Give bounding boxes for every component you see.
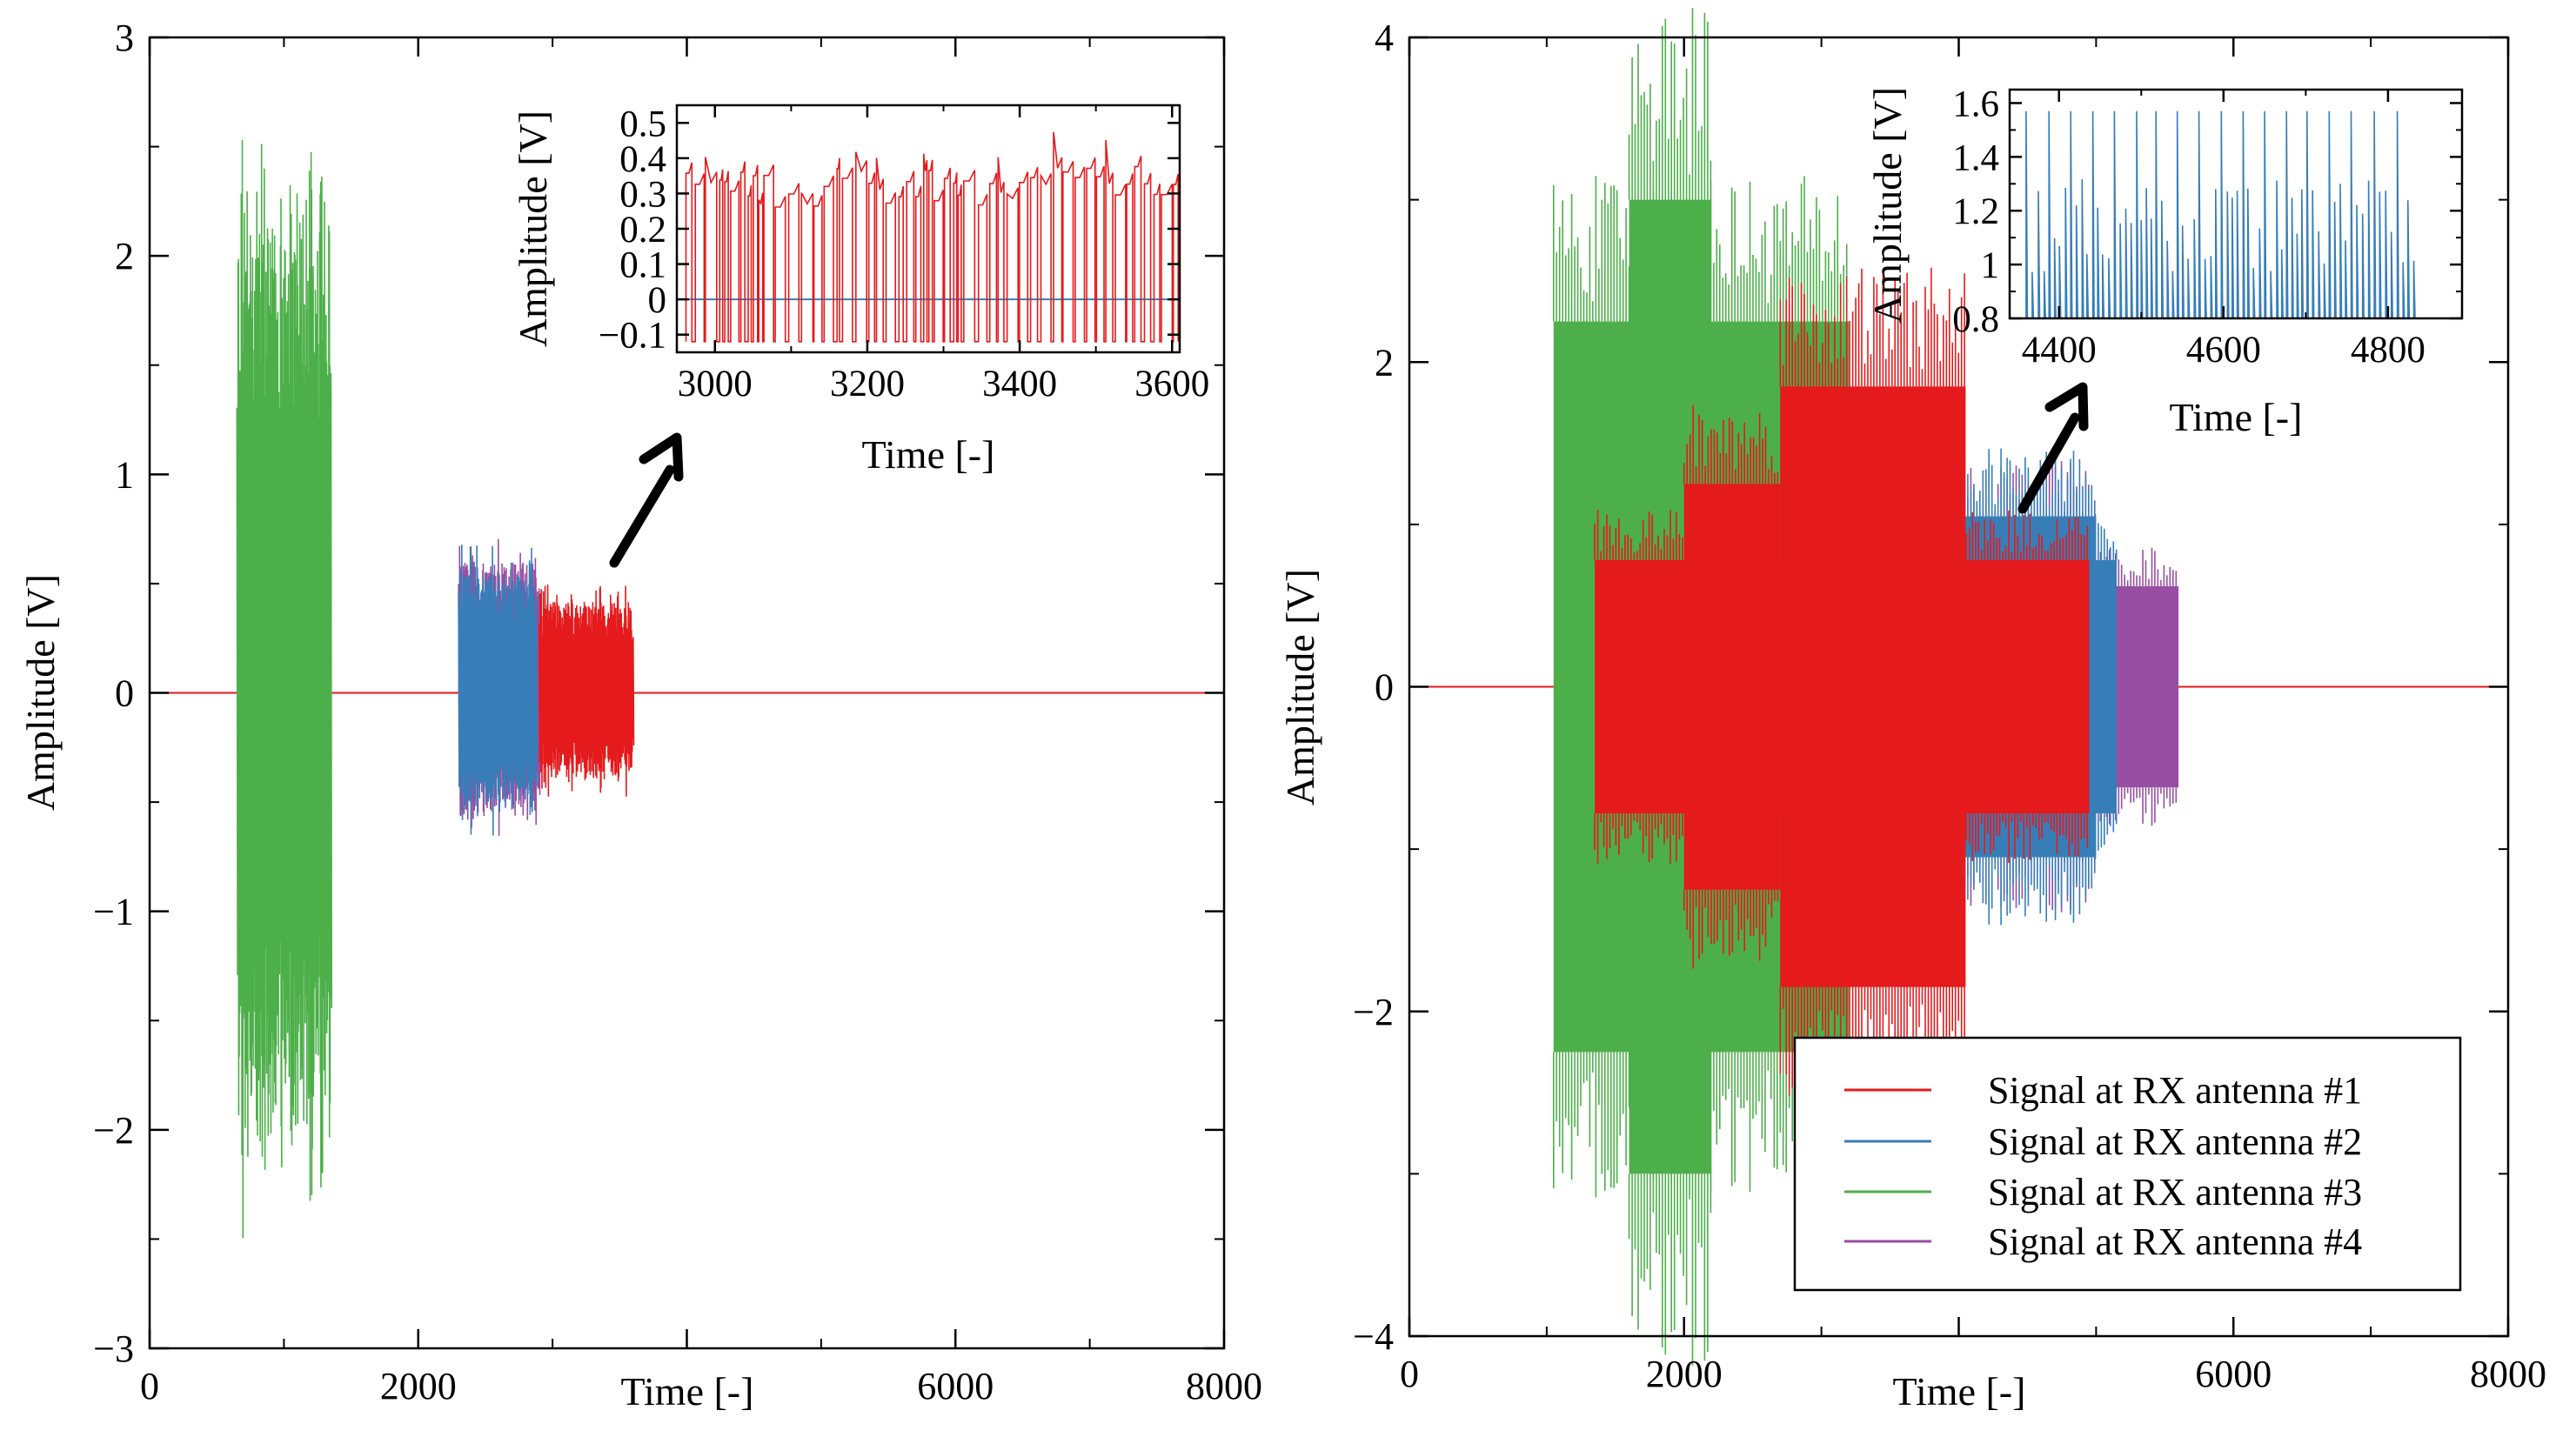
x-tick-label: 3000 <box>678 364 753 404</box>
left-ylabel: Amplitude [V] <box>18 574 63 811</box>
y-tick-label: −1 <box>93 891 134 933</box>
right-inset-xlabel: Time [-] <box>2170 395 2303 439</box>
x-tick-label: 3400 <box>982 364 1057 404</box>
series-envelope <box>1683 484 1781 890</box>
left-xlabel: Time [-] <box>621 1369 754 1414</box>
x-tick-label: 3200 <box>830 364 905 404</box>
series-line <box>236 139 332 1239</box>
left-inset-plot-area <box>677 131 1180 343</box>
x-tick-label: 8000 <box>1186 1365 1262 1407</box>
right-inset-ylabel: Amplitude [V] <box>1865 87 1910 324</box>
x-tick-label: 6000 <box>2195 1353 2272 1395</box>
y-tick-label: 1.6 <box>1952 84 1999 124</box>
x-tick-label: 8000 <box>2470 1353 2546 1395</box>
y-tick-label: 1 <box>1981 245 2000 286</box>
y-tick-label: −0.1 <box>599 316 666 357</box>
left-zoom-arrow <box>609 432 684 568</box>
series-envelope <box>1780 386 1966 987</box>
y-tick-label: −2 <box>1353 991 1394 1033</box>
y-tick-label: 0.4 <box>619 139 666 180</box>
series-line <box>458 545 539 836</box>
x-tick-label: 2000 <box>380 1365 457 1407</box>
inset-series-line <box>685 131 1179 343</box>
legend-entry: Signal at RX antenna #4 <box>1844 1220 2362 1263</box>
right-ylabel: Amplitude [V] <box>1278 569 1322 806</box>
y-tick-label: 2 <box>1375 341 1394 384</box>
x-tick-label: 0 <box>1400 1353 1419 1395</box>
left-inset: 3000 3200 3400 3600 −0.100.10.20.30.40.5 Amp… <box>511 104 1209 477</box>
y-tick-label: −3 <box>93 1327 134 1370</box>
y-tick-label: −2 <box>93 1109 134 1152</box>
y-tick-label: 0 <box>115 672 134 715</box>
x-tick-label: 2000 <box>1646 1353 1723 1395</box>
y-tick-label: 0 <box>648 280 667 321</box>
left-inset-xlabel: Time [-] <box>862 432 995 477</box>
x-tick-label: 4800 <box>2351 330 2425 371</box>
left-plot-area <box>150 139 1224 1239</box>
right-inset-ticks: 4400 4600 4800 0.8 1 1.2 1.4 1.6 <box>1952 84 2462 371</box>
y-tick-label: 0.1 <box>619 245 666 286</box>
x-tick-label: 0 <box>140 1365 159 1407</box>
series-spikes <box>1628 8 1712 1366</box>
legend-label-3: Signal at RX antenna #3 <box>1988 1171 2362 1213</box>
right-zoom-arrow <box>2017 382 2089 514</box>
right-xlabel: Time [-] <box>1893 1369 2026 1414</box>
legend-entry: Signal at RX antenna #2 <box>1844 1120 2362 1163</box>
legend-label-2: Signal at RX antenna #2 <box>1988 1120 2362 1163</box>
right-ticks: 0 2000 6000 8000 −4 −2 0 2 4 <box>1353 17 2546 1395</box>
y-tick-label: 0 <box>1375 666 1394 709</box>
y-tick-label: −4 <box>1353 1315 1394 1358</box>
right-inset-frame <box>2008 88 2464 320</box>
series-spikes <box>2088 514 2118 859</box>
y-tick-label: 2 <box>115 235 134 277</box>
y-tick-label: 1.4 <box>1952 137 1999 178</box>
y-tick-label: 3 <box>115 17 134 59</box>
y-tick-label: 1.2 <box>1952 191 1999 232</box>
legend-label-4: Signal at RX antenna #4 <box>1988 1220 2362 1263</box>
y-tick-label: 1 <box>115 453 134 496</box>
y-tick-label: 0.3 <box>619 174 666 215</box>
legend-box <box>1793 1036 2462 1292</box>
left-ticks: 0 2000 6000 8000 −3 −2 −1 0 1 2 3 <box>93 17 1262 1407</box>
left-inset-ylabel: Amplitude [V] <box>511 110 555 347</box>
y-tick-label: 0.8 <box>1952 299 1999 340</box>
y-tick-label: 0.2 <box>619 210 666 251</box>
x-tick-label: 4600 <box>2186 330 2261 371</box>
left-chart: 0 2000 6000 8000 −3 −2 −1 0 1 2 3 Amplitude [V] Ti… <box>18 17 1262 1414</box>
series-envelope <box>2089 559 2118 814</box>
x-tick-label: 3600 <box>1134 364 1209 404</box>
left-inset-ticks: 3000 3200 3400 3600 −0.100.10.20.30.40.5 <box>599 104 1209 404</box>
legend-label-1: Signal at RX antenna #1 <box>1988 1069 2362 1112</box>
legend: Signal at RX antenna #1 Signal at RX ant… <box>1793 1036 2462 1292</box>
right-plot-area <box>1409 8 2508 1366</box>
series-spikes <box>1683 404 1779 969</box>
right-chart: 0 2000 6000 8000 −4 −2 0 2 4 Amplitude [V] Time … <box>1278 8 2546 1414</box>
y-tick-label: 4 <box>1375 17 1394 59</box>
y-tick-label: 0.5 <box>619 104 666 144</box>
x-tick-label: 6000 <box>917 1365 994 1407</box>
legend-entry: Signal at RX antenna #1 <box>1844 1069 2362 1112</box>
series-line <box>538 584 635 797</box>
x-tick-label: 4400 <box>2022 330 2097 371</box>
legend-entry: Signal at RX antenna #3 <box>1844 1171 2362 1213</box>
